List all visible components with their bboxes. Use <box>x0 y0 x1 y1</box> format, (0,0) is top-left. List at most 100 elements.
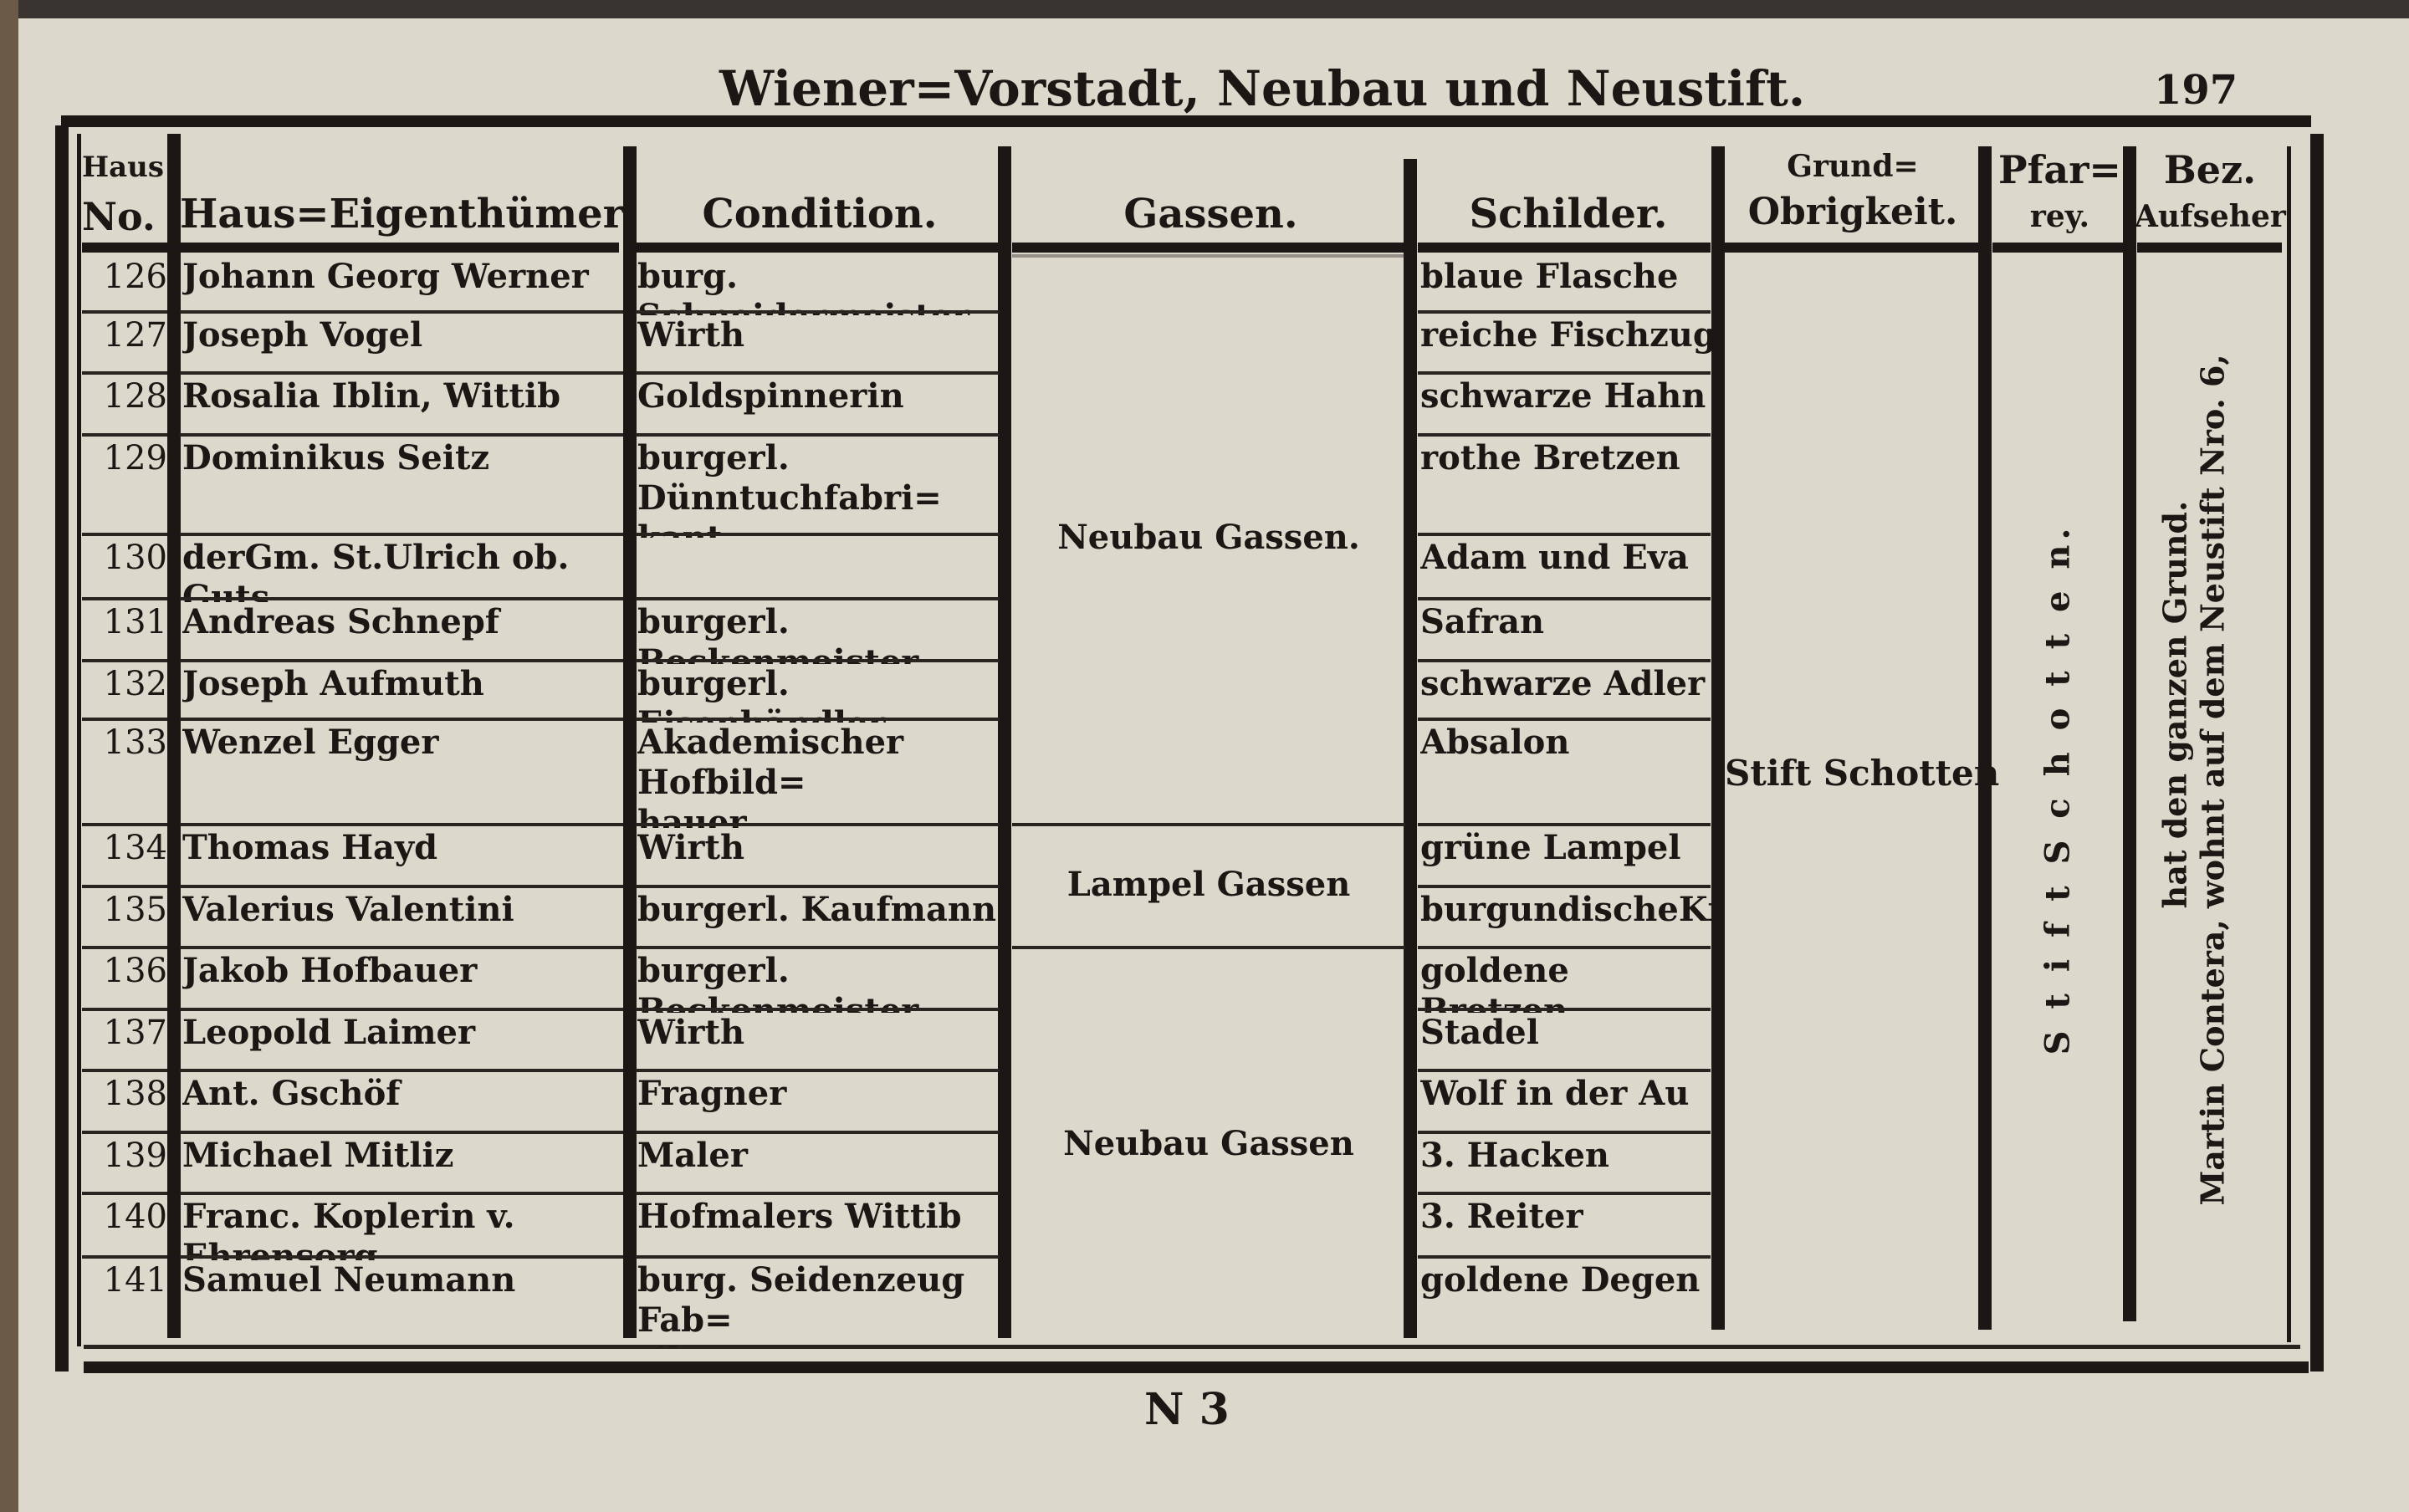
header-no-top: Haus <box>82 151 165 184</box>
header-underline <box>1418 243 1711 253</box>
row-divider <box>636 1192 1000 1195</box>
owner-name: Valerius Valentini <box>182 890 514 929</box>
header-condition: Condition. <box>702 191 938 238</box>
row-divider <box>180 1192 623 1195</box>
parish-name: S t i f t S c h o t t e n. <box>2038 523 2078 1055</box>
owner-name: Joseph Vogel <box>182 315 423 355</box>
house-sign: schwarze Hahn <box>1420 376 1706 416</box>
house-sign: burgundischeKreuz <box>1420 890 1718 929</box>
header-underline <box>636 243 1000 253</box>
house-number: 126 <box>103 258 167 296</box>
page-title: Wiener=Vorstadt, Neubau und Neustift. <box>719 60 1806 117</box>
row-divider <box>636 1008 1000 1011</box>
owner-condition: Wirth <box>637 1013 745 1052</box>
row-divider <box>1418 1069 1711 1072</box>
row-divider <box>180 1008 623 1011</box>
row-divider <box>180 946 623 949</box>
row-divider <box>82 433 167 437</box>
row-divider <box>82 946 167 949</box>
row-divider <box>82 597 167 600</box>
owner-condition: Wirth <box>637 828 745 867</box>
row-divider <box>1418 659 1711 662</box>
house-sign: Wolf in der Au <box>1420 1074 1690 1113</box>
owner-condition: Wirth <box>637 315 745 355</box>
row-divider <box>1418 823 1711 826</box>
row-divider <box>180 310 623 314</box>
owner-name: Dominikus Seitz <box>182 438 490 478</box>
house-sign: blaue Flasche <box>1420 257 1679 296</box>
row-divider <box>82 310 167 314</box>
house-sign: reiche Fischzug <box>1420 315 1716 355</box>
owner-name: Thomas Hayd <box>182 828 438 867</box>
row-divider <box>1418 433 1711 437</box>
house-sign: Safran <box>1420 602 1545 641</box>
row-divider <box>636 433 1000 437</box>
row-divider <box>180 1255 623 1259</box>
column-divider <box>623 146 637 1338</box>
row-divider <box>1418 1192 1711 1195</box>
row-divider <box>636 371 1000 375</box>
bottom-inner-rule <box>84 1345 2300 1349</box>
column-divider <box>2123 146 2136 1321</box>
street-header-divider <box>1012 254 1405 258</box>
header-owner: Haus=Eigenthümer. <box>180 191 635 238</box>
house-number: 127 <box>103 316 167 355</box>
header-no: No. <box>82 194 156 239</box>
house-number: 130 <box>103 539 167 577</box>
house-number: 134 <box>103 829 167 867</box>
row-divider <box>180 718 623 721</box>
row-divider <box>82 533 167 536</box>
header-parish: rey. <box>2029 199 2090 234</box>
left-inner-border <box>77 134 81 1346</box>
row-divider <box>82 885 167 888</box>
house-sign: goldene Degen <box>1420 1260 1701 1300</box>
row-divider <box>82 1192 167 1195</box>
row-divider <box>636 533 1000 536</box>
book-spine <box>0 0 18 1512</box>
house-sign: grüne Lampel <box>1420 828 1681 867</box>
owner-condition <box>637 538 1002 602</box>
row-divider <box>636 1069 1000 1072</box>
row-divider <box>180 533 623 536</box>
header-underline <box>180 243 619 253</box>
house-number: 136 <box>103 952 167 990</box>
house-number: 138 <box>103 1075 167 1113</box>
row-divider <box>636 823 1000 826</box>
row-divider <box>82 1069 167 1072</box>
row-divider <box>1418 371 1711 375</box>
house-sign: 3. Hacken <box>1420 1136 1609 1175</box>
house-sign: schwarze Adler <box>1420 664 1706 703</box>
street-name: Neubau Gassen. <box>1057 517 1360 557</box>
owner-condition: Maler <box>637 1136 748 1175</box>
house-number: 131 <box>103 603 167 641</box>
owner-name: Johann Georg Werner <box>182 257 589 296</box>
owner-name: Wenzel Egger <box>182 723 439 762</box>
row-divider <box>82 371 167 375</box>
district-supervisor-line1: Martin Contera, wohnt auf dem Neustift N… <box>2193 354 2232 1206</box>
owner-condition: Goldspinnerin <box>637 376 904 416</box>
row-divider <box>636 718 1000 721</box>
row-divider <box>180 823 623 826</box>
row-divider <box>180 597 623 600</box>
header-ground: Obrigkeit. <box>1747 191 1958 233</box>
right-border <box>2310 134 2324 1372</box>
row-divider <box>1418 533 1711 536</box>
house-sign: rothe Bretzen <box>1420 438 1680 478</box>
row-divider <box>636 946 1000 949</box>
header-district-top: Bez. <box>2163 147 2257 192</box>
row-divider <box>180 659 623 662</box>
owner-name: Michael Mitliz <box>182 1136 454 1175</box>
owner-name: Andreas Schnepf <box>182 602 500 641</box>
header-underline <box>1992 243 2125 253</box>
column-divider <box>1404 159 1417 1338</box>
row-divider <box>180 1069 623 1072</box>
header-district: Aufseher <box>2135 199 2286 234</box>
house-sign: 3. Reiter <box>1420 1197 1583 1236</box>
left-border <box>55 125 69 1372</box>
street-divider <box>1012 823 1405 826</box>
owner-condition: burgerl. Beckenmeister <box>637 602 919 664</box>
row-divider <box>82 659 167 662</box>
house-number: 139 <box>103 1137 167 1175</box>
signature-mark: N 3 <box>1144 1384 1230 1435</box>
row-divider <box>1418 946 1711 949</box>
